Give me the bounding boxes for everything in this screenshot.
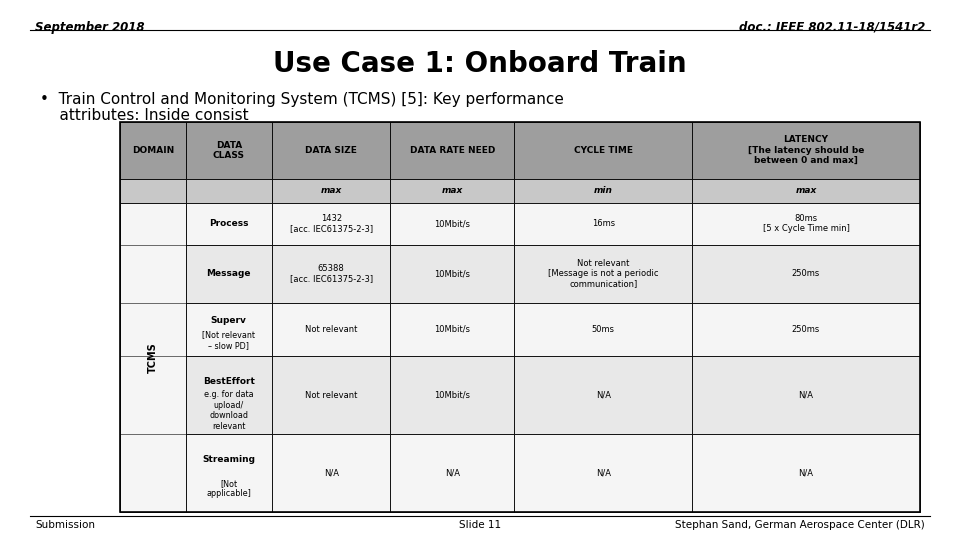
Text: max: max — [442, 186, 463, 195]
Text: September 2018: September 2018 — [35, 21, 145, 34]
Text: [Not
applicable]: [Not applicable] — [206, 479, 252, 498]
Bar — [120, 245, 185, 302]
Text: Submission: Submission — [35, 520, 95, 530]
Text: 16ms: 16ms — [591, 219, 614, 228]
Text: N/A: N/A — [596, 390, 611, 400]
Bar — [391, 122, 515, 179]
Text: Superv: Superv — [211, 316, 247, 325]
Bar — [120, 122, 920, 512]
Text: TCMS: TCMS — [148, 342, 157, 373]
Bar — [120, 302, 185, 356]
Bar — [515, 202, 692, 245]
Text: 65388
[acc. IEC61375-2-3]: 65388 [acc. IEC61375-2-3] — [290, 264, 372, 284]
Text: [Not relevant
– slow PD]: [Not relevant – slow PD] — [203, 330, 255, 350]
Text: Not relevant: Not relevant — [305, 325, 357, 334]
Text: Slide 11: Slide 11 — [459, 520, 501, 530]
Bar — [272, 245, 391, 302]
Bar — [272, 179, 391, 202]
Bar — [692, 179, 920, 202]
Bar — [391, 179, 515, 202]
Text: LATENCY
[The latency should be
between 0 and max]: LATENCY [The latency should be between 0… — [748, 136, 864, 165]
Text: Process: Process — [209, 219, 249, 228]
Bar — [692, 434, 920, 512]
Text: max: max — [796, 186, 817, 195]
Text: BestEffort: BestEffort — [203, 377, 254, 387]
Text: Streaming: Streaming — [203, 455, 255, 464]
Bar — [515, 122, 692, 179]
Text: N/A: N/A — [799, 468, 813, 477]
Text: e.g. for data
upload/
download
relevant: e.g. for data upload/ download relevant — [204, 390, 253, 430]
Text: N/A: N/A — [596, 468, 611, 477]
Text: 50ms: 50ms — [591, 325, 614, 334]
Text: N/A: N/A — [444, 468, 460, 477]
Bar — [391, 356, 515, 434]
Text: Stephan Sand, German Aerospace Center (DLR): Stephan Sand, German Aerospace Center (D… — [675, 520, 925, 530]
Text: DATA
CLASS: DATA CLASS — [213, 140, 245, 160]
Bar — [272, 356, 391, 434]
Text: 10Mbit/s: 10Mbit/s — [434, 390, 470, 400]
Bar — [185, 245, 272, 302]
Bar — [391, 302, 515, 356]
Bar — [692, 356, 920, 434]
Text: 80ms
[5 x Cycle Time min]: 80ms [5 x Cycle Time min] — [762, 214, 850, 233]
Text: 10Mbit/s: 10Mbit/s — [434, 219, 470, 228]
Bar — [272, 302, 391, 356]
Text: •  Train Control and Monitoring System (TCMS) [5]: Key performance: • Train Control and Monitoring System (T… — [40, 92, 564, 107]
Bar — [515, 356, 692, 434]
Bar — [692, 202, 920, 245]
Bar — [185, 356, 272, 434]
Bar — [120, 179, 185, 202]
Text: Message: Message — [206, 269, 252, 278]
Bar — [272, 434, 391, 512]
Bar — [692, 245, 920, 302]
Bar — [515, 434, 692, 512]
Text: 10Mbit/s: 10Mbit/s — [434, 269, 470, 278]
Bar — [120, 202, 185, 245]
Bar — [515, 245, 692, 302]
Bar — [391, 434, 515, 512]
Text: N/A: N/A — [799, 390, 813, 400]
Bar — [692, 302, 920, 356]
Text: DOMAIN: DOMAIN — [132, 146, 174, 155]
Bar — [120, 356, 185, 434]
Text: attributes: Inside consist: attributes: Inside consist — [40, 108, 249, 123]
Bar — [185, 122, 272, 179]
Text: N/A: N/A — [324, 468, 339, 477]
Text: Not relevant
[Message is not a periodic
communication]: Not relevant [Message is not a periodic … — [548, 259, 659, 288]
Text: 1432
[acc. IEC61375-2-3]: 1432 [acc. IEC61375-2-3] — [290, 214, 372, 233]
Bar — [692, 122, 920, 179]
Text: DATA RATE NEED: DATA RATE NEED — [410, 146, 495, 155]
Text: DATA SIZE: DATA SIZE — [305, 146, 357, 155]
Bar — [515, 179, 692, 202]
Bar — [515, 302, 692, 356]
Text: 250ms: 250ms — [792, 269, 820, 278]
Text: 250ms: 250ms — [792, 325, 820, 334]
Bar — [185, 302, 272, 356]
Bar — [272, 202, 391, 245]
Text: max: max — [321, 186, 342, 195]
Bar — [391, 202, 515, 245]
Bar — [120, 434, 185, 512]
Text: Not relevant: Not relevant — [305, 390, 357, 400]
Bar — [185, 202, 272, 245]
Bar — [185, 179, 272, 202]
Text: CYCLE TIME: CYCLE TIME — [574, 146, 633, 155]
Bar — [185, 434, 272, 512]
Bar — [391, 245, 515, 302]
Bar — [272, 122, 391, 179]
Text: min: min — [594, 186, 612, 195]
Text: doc.: IEEE 802.11-18/1541r2: doc.: IEEE 802.11-18/1541r2 — [739, 21, 925, 34]
Bar — [120, 122, 185, 179]
Text: 10Mbit/s: 10Mbit/s — [434, 325, 470, 334]
Text: Use Case 1: Onboard Train: Use Case 1: Onboard Train — [274, 50, 686, 78]
Bar — [120, 202, 185, 512]
